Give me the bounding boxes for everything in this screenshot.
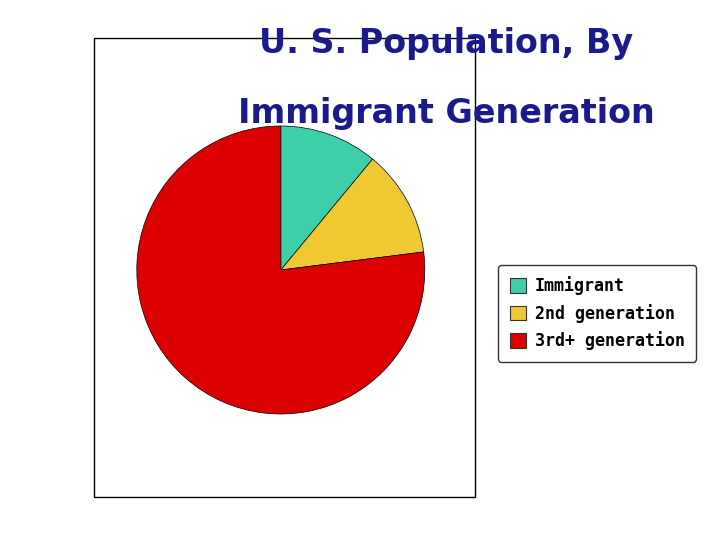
Wedge shape — [137, 126, 425, 414]
Wedge shape — [281, 126, 372, 270]
Text: U. S. Population, By: U. S. Population, By — [259, 27, 634, 60]
Legend: Immigrant, 2nd generation, 3rd+ generation: Immigrant, 2nd generation, 3rd+ generati… — [498, 265, 696, 362]
Text: Immigrant Generation: Immigrant Generation — [238, 97, 654, 130]
Wedge shape — [281, 159, 423, 270]
